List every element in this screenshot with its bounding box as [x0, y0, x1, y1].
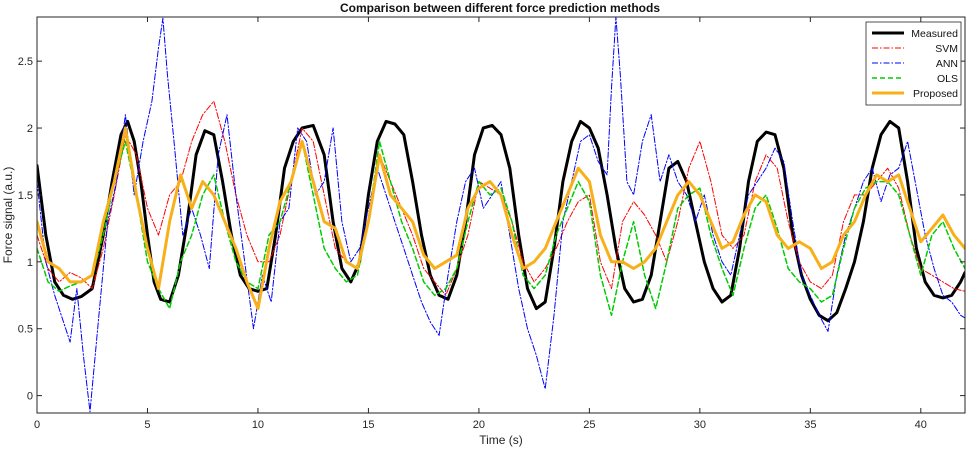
x-tick-label: 5 — [144, 419, 150, 431]
series-line-ols — [37, 140, 965, 317]
series-layer — [37, 17, 965, 413]
chart-title: Comparison between different force predi… — [340, 1, 660, 15]
x-tick-label: 20 — [473, 419, 485, 431]
legend-label-svm: SVM — [935, 43, 958, 55]
legend-label-measured: Measured — [911, 28, 958, 40]
x-tick-label: 40 — [915, 419, 927, 431]
x-tick-label: 10 — [252, 419, 264, 431]
legend: Measured SVM ANN OLS Proposed — [865, 21, 962, 106]
y-tick-label: 0.5 — [18, 324, 33, 336]
x-axis-label: Time (s) — [479, 433, 523, 447]
plot-frame — [36, 16, 966, 414]
legend-label-proposed: Proposed — [913, 88, 958, 100]
series-line-measured — [37, 119, 965, 323]
x-tick-label: 35 — [804, 419, 816, 431]
legend-box — [865, 21, 962, 106]
x-tick-label: 0 — [34, 419, 40, 431]
x-tick-label: 25 — [583, 419, 595, 431]
y-tick-label: 1.5 — [18, 190, 33, 202]
x-tick-label: 30 — [694, 419, 706, 431]
x-tick-label: 15 — [362, 419, 374, 431]
y-axis-label: Force signal (a.u.) — [1, 167, 15, 264]
y-tick-label: 2 — [27, 123, 33, 135]
y-tick-label: 2.5 — [18, 56, 33, 68]
legend-label-ols: OLS — [937, 73, 958, 85]
y-tick-label: 1 — [27, 257, 33, 269]
y-tick-label: 0 — [27, 391, 33, 403]
series-line-proposed — [37, 126, 965, 311]
legend-label-ann: ANN — [936, 58, 958, 70]
series-line-ann — [37, 17, 965, 413]
ticks-layer: 0 5 10 15 20 25 30 35 40 0 0.5 1 1.5 2 2.5 — [18, 17, 965, 431]
